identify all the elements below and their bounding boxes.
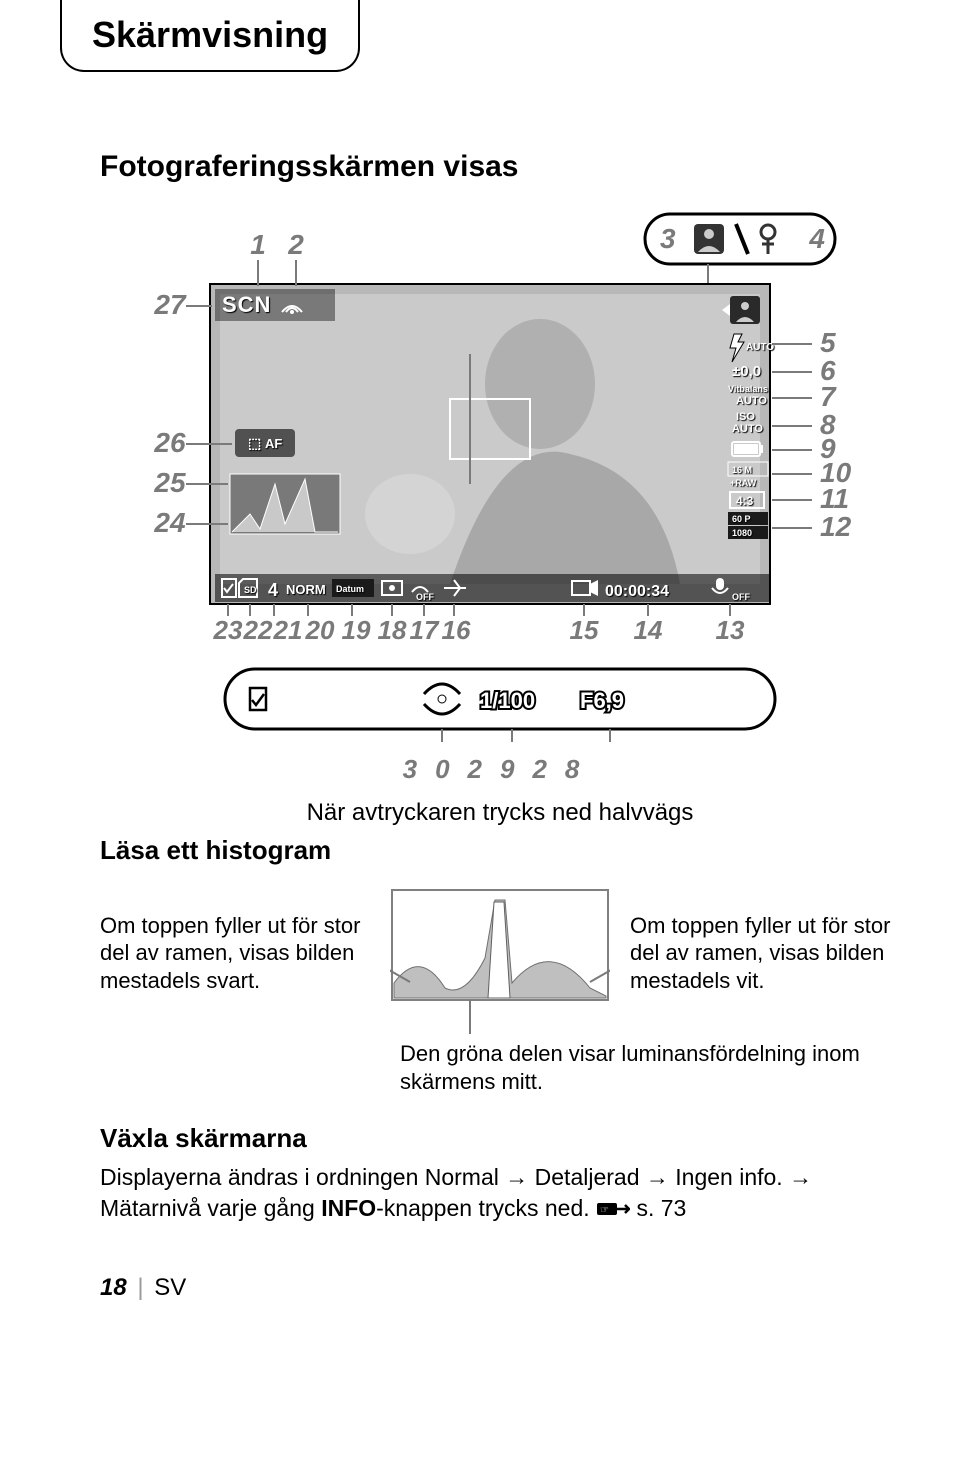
callout-15: 15 — [570, 615, 599, 645]
callout-14: 14 — [634, 615, 663, 645]
svg-text:☞: ☞ — [600, 1205, 609, 1216]
halfway-caption: När avtryckaren trycks ned halvvägs — [100, 799, 900, 827]
switch-heading: Växla skärmarna — [100, 1123, 900, 1154]
svg-text:60 P: 60 P — [732, 514, 751, 524]
callout-3: 3 — [660, 223, 676, 254]
svg-text:±0,0: ±0,0 — [732, 363, 761, 380]
flash-info-bubble: 1/100 F6,9 — [220, 664, 780, 744]
callout-27: 27 — [153, 289, 187, 320]
callout-5: 5 — [820, 327, 836, 358]
histogram-graphic — [390, 888, 610, 1018]
hand-pointer-icon: ☞ — [596, 1200, 630, 1218]
subtitle: Fotograferingsskärmen visas — [100, 150, 900, 184]
histogram-green-caption: Den gröna delen visar luminansfördelning… — [400, 1040, 900, 1095]
histogram-right-text: Om toppen fyller ut för stor del av rame… — [630, 912, 900, 995]
svg-text:OFF: OFF — [416, 592, 434, 602]
callout-13: 13 — [716, 615, 745, 645]
callout-18: 18 — [378, 615, 407, 645]
callout-26: 26 — [153, 427, 186, 458]
callout-24: 24 — [153, 507, 186, 538]
callout-25: 25 — [153, 467, 186, 498]
callout-11: 11 — [820, 483, 849, 514]
svg-text:Vitbalans: Vitbalans — [728, 384, 768, 394]
callout-1: 1 — [250, 229, 266, 260]
svg-text:1/100: 1/100 — [480, 688, 535, 713]
svg-text:+RAW: +RAW — [730, 478, 757, 488]
switch-body: Displayerna ändras i ordningen Normal → … — [100, 1162, 900, 1224]
callout-21: 21 — [273, 615, 303, 645]
lcd-mode: SCN — [222, 292, 271, 317]
svg-text:AF: AF — [265, 436, 282, 451]
svg-text:Datum: Datum — [336, 584, 364, 594]
callout-16: 16 — [442, 615, 471, 645]
callout-4: 4 — [808, 223, 825, 254]
callout-19: 19 — [342, 615, 371, 645]
svg-text:SD: SD — [244, 585, 257, 595]
svg-text:OFF: OFF — [732, 592, 750, 602]
svg-text:AUTO: AUTO — [736, 395, 767, 407]
callout-2: 2 — [287, 229, 304, 260]
svg-text:⬚: ⬚ — [248, 435, 261, 451]
af-target-icon: ⬚ AF — [235, 429, 295, 457]
svg-text:NORM: NORM — [286, 582, 326, 597]
lcd-histogram-mini — [230, 474, 340, 534]
callout-17: 17 — [410, 615, 440, 645]
svg-text:00:00:34: 00:00:34 — [605, 583, 669, 600]
flash-callout-numbers: 302928 — [100, 754, 900, 785]
page-tab-title: Skärmvisning — [60, 0, 360, 72]
callout-20: 20 — [305, 615, 335, 645]
histogram-heading: Läsa ett histogram — [100, 835, 900, 866]
svg-text:4: 4 — [268, 580, 278, 600]
svg-text:AUTO: AUTO — [746, 342, 774, 353]
svg-text:ISO: ISO — [736, 411, 755, 423]
svg-text:4:3: 4:3 — [736, 494, 754, 508]
camera-lcd-diagram: 3 4 SCN — [100, 214, 900, 644]
callout-12: 12 — [820, 511, 852, 542]
svg-text:1080: 1080 — [732, 528, 752, 538]
svg-text:16 M: 16 M — [732, 465, 752, 475]
svg-text:F6,9: F6,9 — [580, 688, 624, 713]
callout-22: 22 — [243, 615, 273, 645]
svg-text:AUTO: AUTO — [732, 423, 763, 435]
callout-7: 7 — [820, 381, 837, 412]
page-footer: 18 | SV — [100, 1274, 900, 1302]
histogram-left-text: Om toppen fyller ut för stor del av rame… — [100, 912, 370, 995]
callout-23: 23 — [213, 615, 243, 645]
